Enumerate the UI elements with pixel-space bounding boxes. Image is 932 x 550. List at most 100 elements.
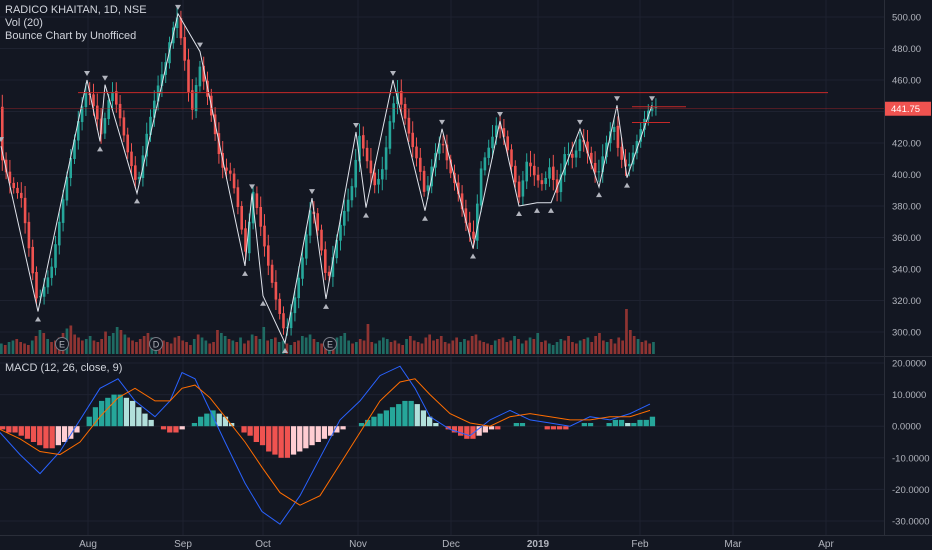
volume-bar <box>652 342 655 354</box>
macd-histogram-bar <box>191 423 198 427</box>
candle-body <box>301 257 304 279</box>
volume-bar <box>625 309 628 354</box>
volume-bar <box>644 340 648 354</box>
candle-body <box>464 208 468 224</box>
volume-bar <box>393 340 397 354</box>
macd-histogram-bar <box>68 426 74 439</box>
volume-bar <box>420 343 424 354</box>
candle-body <box>457 182 460 195</box>
volume-bar <box>602 340 605 354</box>
candle-body <box>12 182 15 189</box>
candle-body <box>198 66 202 87</box>
macd-histogram-bar <box>396 404 402 427</box>
candle-body <box>77 121 80 141</box>
candle-body <box>130 151 133 167</box>
event-marker-label: E <box>327 340 333 350</box>
volume-bar <box>281 340 285 354</box>
macd-histogram-bar <box>488 426 495 430</box>
candle-body <box>476 203 479 241</box>
signal-line <box>0 378 651 506</box>
candle-body <box>597 171 601 173</box>
pivot-low-marker <box>35 316 41 322</box>
candle-body <box>491 136 494 149</box>
volume-bar <box>517 339 520 354</box>
volume-bar <box>289 345 293 354</box>
candle-body <box>548 167 551 179</box>
volume-bar <box>640 342 644 354</box>
volume-bar <box>297 340 300 354</box>
candle-body <box>563 154 566 176</box>
candle-body <box>445 144 449 161</box>
volume-bar <box>173 337 177 354</box>
pivot-low-marker <box>363 212 369 218</box>
volume-bar <box>81 340 84 354</box>
macd-histogram-bar <box>420 410 427 427</box>
macd-histogram-bar <box>30 426 37 442</box>
macd-histogram-bar <box>625 423 631 427</box>
candle-body <box>107 100 110 120</box>
candle-body <box>31 246 34 274</box>
candle-body <box>61 199 65 223</box>
volume-bar <box>100 339 103 354</box>
candle-body <box>27 221 31 249</box>
macd-histogram-bar <box>297 426 303 452</box>
pivot-high-marker <box>84 71 90 76</box>
macd-histogram-bar <box>148 419 154 427</box>
candle-body <box>248 221 251 254</box>
volume-bar <box>474 334 478 354</box>
macd-histogram-bar <box>402 400 408 427</box>
volume-bar <box>165 342 169 354</box>
volume-bar <box>536 333 540 354</box>
macd-histogram-bar <box>123 397 130 427</box>
macd-histogram-bar <box>513 423 519 427</box>
time-axis-label: Oct <box>255 539 271 550</box>
macd-histogram-bar <box>167 426 173 433</box>
volume-bar <box>250 334 254 354</box>
macd-histogram-bar <box>544 426 550 430</box>
volume-bar <box>212 342 215 354</box>
candle-body <box>536 174 540 181</box>
candle-body <box>605 142 608 158</box>
candle-body <box>552 166 555 181</box>
candle-body <box>293 297 297 314</box>
volume-bar <box>617 337 621 354</box>
volume-bar <box>355 342 358 354</box>
pivot-high-marker <box>649 96 655 102</box>
candle-body <box>574 150 578 158</box>
macd-histogram-bar <box>111 394 117 427</box>
macd-histogram-bar <box>55 426 61 446</box>
price-axis-label: 500.00 <box>892 13 921 24</box>
macd-legend: MACD (12, 26, close, 9) <box>5 362 123 374</box>
candle-body <box>400 91 403 105</box>
macd-histogram-bar <box>383 410 389 427</box>
volume-bar <box>30 340 34 354</box>
time-axis-label: Feb <box>631 539 649 550</box>
volume-bar <box>613 343 617 354</box>
macd-histogram-bar <box>606 423 612 427</box>
candle-body <box>229 170 232 174</box>
candle-body <box>365 147 369 162</box>
volume-bar <box>119 330 123 354</box>
volume-bar <box>320 343 323 354</box>
candle-body <box>324 249 327 273</box>
volume-bar <box>84 339 88 354</box>
candle-body <box>339 224 342 241</box>
pivot-low-marker <box>516 211 522 216</box>
volume-bar <box>374 343 377 354</box>
volume-bar <box>501 337 505 354</box>
macd-histogram-bar <box>179 426 185 430</box>
candle-body <box>628 163 631 167</box>
volume-bar <box>432 340 435 354</box>
candle-body <box>381 169 384 180</box>
volume-bar <box>301 336 304 354</box>
macd-histogram-bar <box>365 419 371 427</box>
candle-body <box>521 180 525 197</box>
volume-bar <box>551 345 555 354</box>
macd-histogram-bar <box>328 426 334 436</box>
candle-body <box>571 153 574 158</box>
pivot-high-marker <box>175 4 181 10</box>
macd-histogram-bar <box>321 426 328 439</box>
time-axis-label: Nov <box>349 539 367 550</box>
macd-histogram-bar <box>612 419 618 427</box>
